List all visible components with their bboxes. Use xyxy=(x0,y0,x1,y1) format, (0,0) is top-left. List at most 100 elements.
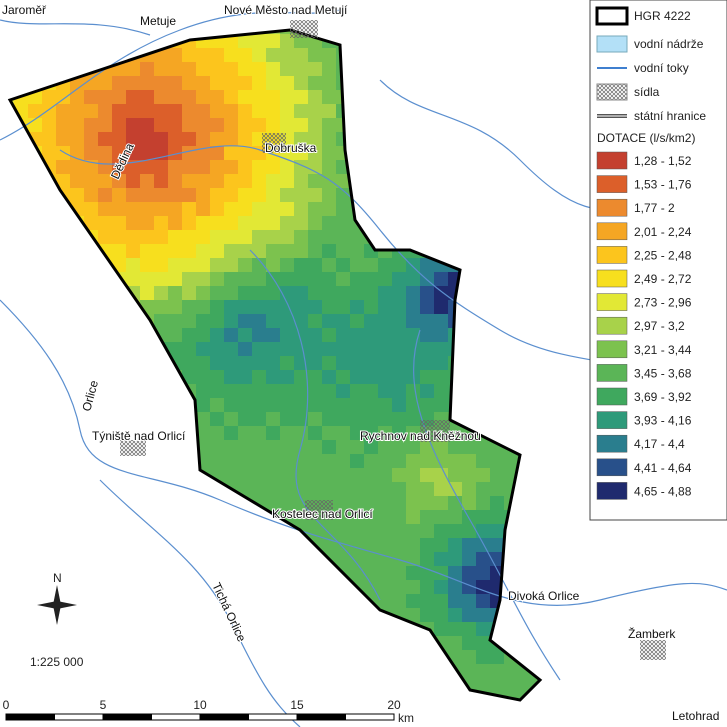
raster-cell xyxy=(308,594,323,609)
raster-cell xyxy=(350,440,365,455)
raster-cell xyxy=(238,216,253,231)
raster-cell xyxy=(266,174,281,189)
raster-cell xyxy=(308,202,323,217)
raster-cell xyxy=(10,160,15,175)
raster-cell xyxy=(168,272,183,287)
raster-cell xyxy=(154,384,169,399)
raster-cell xyxy=(490,496,505,511)
raster-cell xyxy=(28,244,43,259)
raster-cell xyxy=(532,496,540,511)
raster-cell xyxy=(476,286,491,301)
raster-cell xyxy=(238,692,253,700)
raster-cell xyxy=(350,90,365,105)
raster-cell xyxy=(84,328,99,343)
raster-cell xyxy=(238,538,253,553)
raster-cell xyxy=(434,370,449,385)
legend-label: vodní nádrže xyxy=(634,37,704,51)
raster-cell xyxy=(10,174,15,189)
raster-cell xyxy=(364,370,379,385)
raster-cell xyxy=(182,580,197,595)
raster-cell xyxy=(392,272,407,287)
scale-label: 0 xyxy=(3,698,10,712)
raster-cell xyxy=(10,566,15,581)
raster-cell xyxy=(378,272,393,287)
raster-cell xyxy=(294,482,309,497)
raster-cell xyxy=(392,146,407,161)
raster-cell xyxy=(448,76,463,91)
raster-cell xyxy=(336,48,351,63)
raster-cell xyxy=(294,62,309,77)
raster-cell xyxy=(350,258,365,273)
raster-cell xyxy=(28,468,43,483)
raster-cell xyxy=(10,496,15,511)
raster-cell xyxy=(504,342,519,357)
raster-cell xyxy=(532,300,540,315)
raster-cell xyxy=(378,160,393,175)
raster-cell xyxy=(126,76,141,91)
raster-cell xyxy=(70,468,85,483)
raster-cell xyxy=(448,202,463,217)
raster-cell xyxy=(434,48,449,63)
raster-cell xyxy=(14,370,29,385)
raster-cell xyxy=(532,482,540,497)
raster-cell xyxy=(126,216,141,231)
raster-cell xyxy=(294,538,309,553)
raster-cell xyxy=(532,230,540,245)
raster-cell xyxy=(364,30,379,35)
raster-cell xyxy=(392,286,407,301)
raster-cell xyxy=(448,636,463,651)
raster-cell xyxy=(378,580,393,595)
raster-cell xyxy=(518,216,533,231)
raster-cell xyxy=(224,90,239,105)
raster-cell xyxy=(28,566,43,581)
legend-swatch xyxy=(596,364,628,382)
raster-cell xyxy=(322,482,337,497)
raster-cell xyxy=(112,76,127,91)
raster-cell xyxy=(406,496,421,511)
raster-cell xyxy=(322,426,337,441)
raster-cell xyxy=(294,188,309,203)
raster-cell xyxy=(140,370,155,385)
raster-cell xyxy=(126,258,141,273)
raster-cell xyxy=(14,566,29,581)
raster-cell xyxy=(168,692,183,700)
raster-cell xyxy=(504,30,519,35)
raster-cell xyxy=(252,650,267,665)
raster-cell xyxy=(336,258,351,273)
raster-cell xyxy=(196,356,211,371)
raster-cell xyxy=(336,62,351,77)
raster-cell xyxy=(252,118,267,133)
raster-cell xyxy=(126,160,141,175)
scale-label: 10 xyxy=(193,698,207,712)
raster-cell xyxy=(336,398,351,413)
raster-cell xyxy=(308,524,323,539)
raster-cell xyxy=(532,160,540,175)
raster-cell xyxy=(140,454,155,469)
raster-cell xyxy=(56,510,71,525)
raster-cell xyxy=(56,552,71,567)
raster-cell xyxy=(448,524,463,539)
raster-cell xyxy=(70,538,85,553)
raster-cell xyxy=(420,300,435,315)
raster-cell xyxy=(14,230,29,245)
raster-cell xyxy=(504,300,519,315)
raster-cell xyxy=(112,90,127,105)
raster-cell xyxy=(42,342,57,357)
raster-cell xyxy=(392,314,407,329)
raster-cell xyxy=(378,636,393,651)
raster-cell xyxy=(28,510,43,525)
raster-cell xyxy=(532,216,540,231)
raster-cell xyxy=(476,216,491,231)
raster-cell xyxy=(546,454,561,469)
raster-cell xyxy=(462,258,477,273)
raster-cell xyxy=(266,90,281,105)
raster-cell xyxy=(56,692,71,700)
raster-cell xyxy=(350,398,365,413)
raster-cell xyxy=(238,30,253,35)
raster-cell xyxy=(126,328,141,343)
raster-cell xyxy=(448,146,463,161)
raster-cell xyxy=(462,650,477,665)
raster-cell xyxy=(70,580,85,595)
raster-cell xyxy=(322,76,337,91)
